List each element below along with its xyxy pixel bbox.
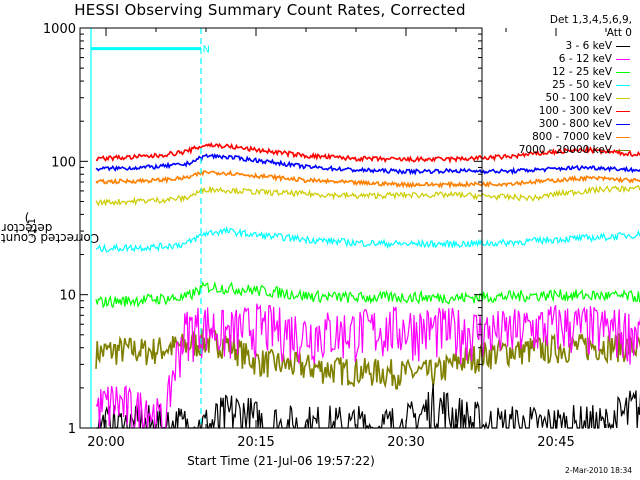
legend-label: 6 - 12 keV	[558, 53, 612, 65]
y-tick-label: 1000	[43, 22, 76, 37]
x-axis-label: Start Time (21-Jul-06 19:57:22)	[187, 454, 375, 468]
legend-entry: 800 - 7000 keV	[486, 131, 632, 144]
legend-label: 3 - 6 keV	[565, 40, 612, 52]
legend-entry: 7000 - 20000 keV	[486, 144, 632, 157]
chart-title: HESSI Observing Summary Count Rates, Cor…	[74, 1, 466, 19]
series-line	[95, 184, 640, 207]
legend-swatch	[616, 137, 630, 138]
series-line	[95, 152, 640, 176]
x-tick-label: 20:00	[87, 435, 124, 450]
legend-swatch	[616, 46, 630, 47]
legend-entry: 25 - 50 keV	[486, 79, 632, 92]
legend-swatch	[616, 150, 630, 151]
legend-entry: 100 - 300 keV	[486, 105, 632, 118]
legend-entry: 6 - 12 keV	[486, 53, 632, 66]
legend-entry: 50 - 100 keV	[486, 92, 632, 105]
legend-entry: 3 - 6 keV	[486, 40, 632, 53]
flag-label: N	[203, 45, 210, 56]
legend-swatch	[616, 124, 630, 125]
x-tick-label: 20:15	[237, 435, 274, 450]
series-line	[95, 280, 640, 309]
legend: Det 1,3,4,5,6,9, Att 0 3 - 6 keV 6 - 12 …	[486, 14, 632, 157]
series-line	[95, 141, 640, 164]
series-line	[96, 383, 640, 430]
x-tick-label: 20:30	[387, 435, 424, 450]
series-line	[95, 225, 640, 253]
y-tick-label: 1	[68, 422, 76, 437]
legend-header-line: Det 1,3,4,5,6,9,	[549, 14, 632, 26]
y-label-end: )	[24, 211, 30, 226]
legend-label: 100 - 300 keV	[538, 105, 612, 117]
series-line	[95, 328, 640, 390]
legend-swatch	[616, 85, 630, 86]
legend-label: 50 - 100 keV	[545, 92, 612, 104]
legend-swatch	[616, 98, 630, 99]
y-tick-label: 10	[59, 289, 76, 304]
legend-label: 25 - 50 keV	[552, 79, 612, 91]
series-line	[95, 303, 640, 429]
legend-label: 12 - 25 keV	[552, 66, 612, 78]
legend-swatch	[616, 72, 630, 73]
series-line	[95, 169, 640, 190]
legend-entry: 12 - 25 keV	[486, 66, 632, 79]
y-tick-label: 100	[51, 155, 76, 170]
legend-label: 300 - 800 keV	[538, 118, 612, 130]
footer-timestamp: 2-Mar-2010 18:34	[565, 466, 632, 475]
legend-label: 800 - 7000 keV	[532, 131, 612, 143]
legend-swatch	[616, 111, 630, 112]
legend-swatch	[616, 59, 630, 60]
legend-entry: 300 - 800 keV	[486, 118, 632, 131]
legend-header-line: Att 0	[606, 27, 632, 39]
plot-frame	[79, 27, 483, 429]
x-tick-label: 20:45	[537, 435, 574, 450]
legend-label: 7000 - 20000 keV	[518, 144, 612, 156]
